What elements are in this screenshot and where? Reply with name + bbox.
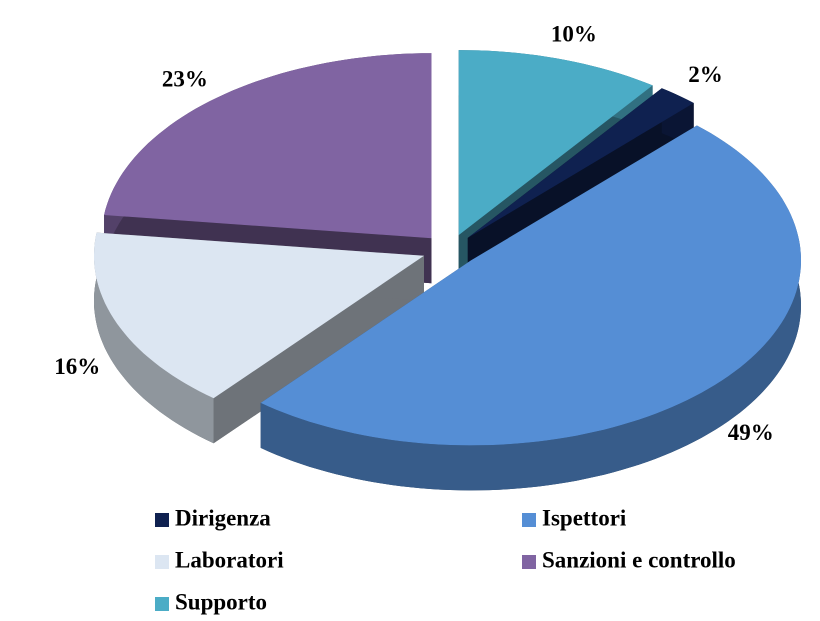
- legend-label: Ispettori: [542, 505, 627, 530]
- slice-top: [94, 232, 424, 399]
- slice-top: [467, 88, 694, 238]
- legend-label: Sanzioni e controllo: [542, 547, 736, 572]
- data-label: 2%: [688, 62, 723, 87]
- legend-swatch: [155, 555, 169, 569]
- slice-edge: [213, 255, 424, 444]
- legend-swatch: [522, 555, 536, 569]
- slice-top: [458, 50, 653, 236]
- slice-wall: [94, 232, 214, 444]
- legend-swatch: [155, 513, 169, 527]
- slice-top: [104, 53, 432, 239]
- data-label: 49%: [728, 420, 774, 445]
- data-label: 10%: [551, 22, 597, 47]
- slice-top: [260, 125, 801, 446]
- legend-label: Laboratori: [175, 547, 284, 572]
- data-label: 23%: [162, 67, 208, 92]
- slice: [260, 125, 801, 491]
- slice: [94, 232, 424, 444]
- legend-swatch: [155, 597, 169, 611]
- data-label: 16%: [54, 354, 100, 379]
- legend-label: Dirigenza: [175, 505, 271, 530]
- legend-swatch: [522, 513, 536, 527]
- legend-label: Supporto: [175, 589, 267, 614]
